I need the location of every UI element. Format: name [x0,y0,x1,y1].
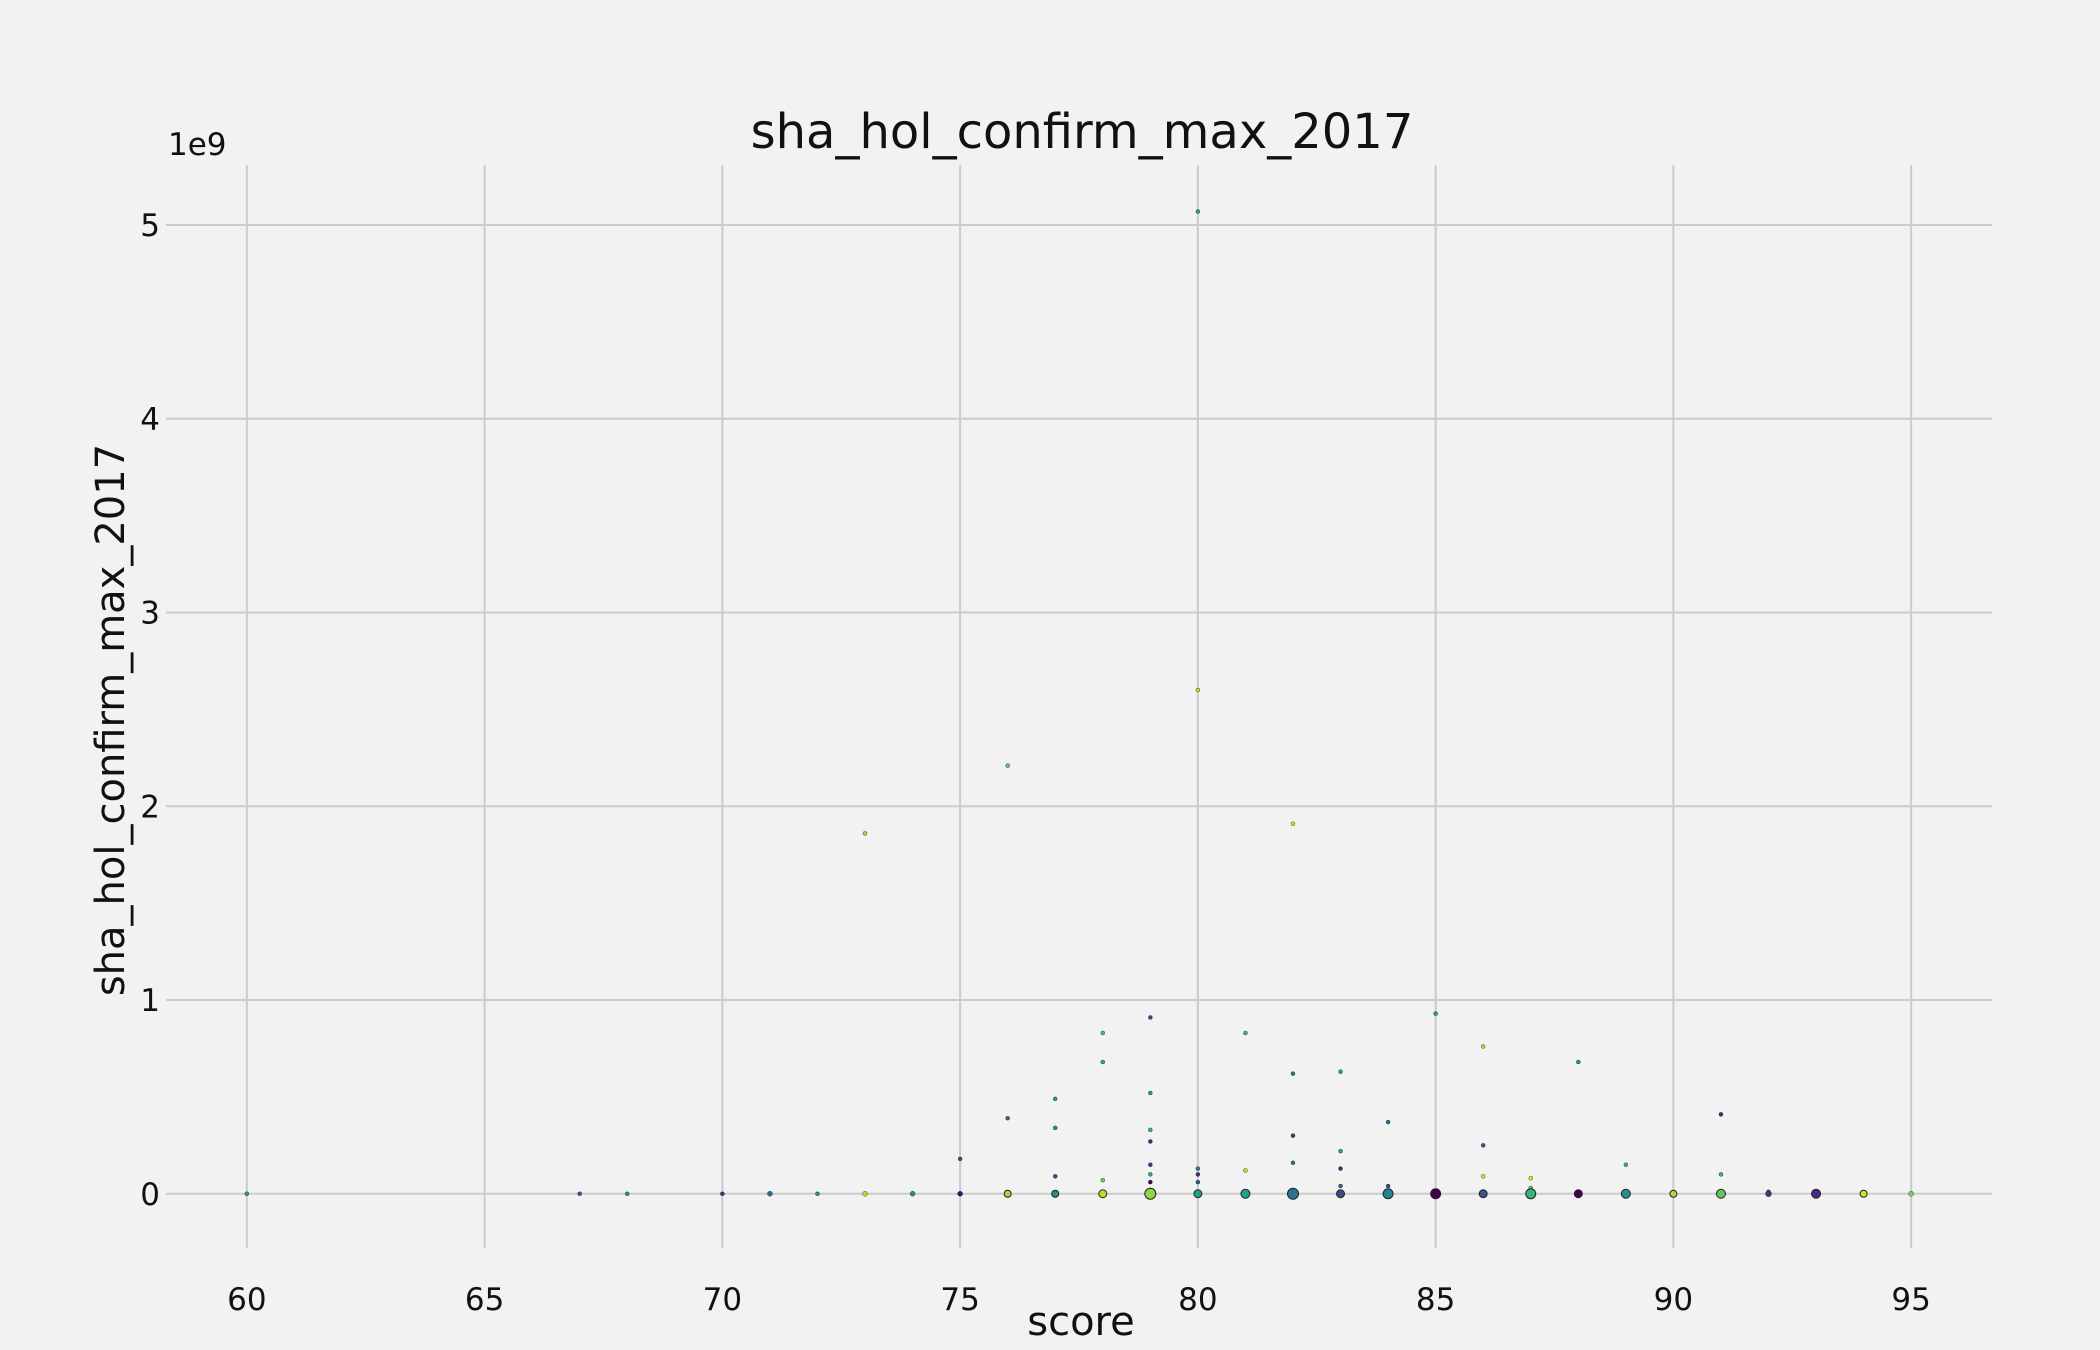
scatter-point [1144,1187,1157,1200]
x-tick-label: 80 [1178,1282,1217,1318]
scatter-point [862,1191,868,1197]
scatter-point [1718,1172,1724,1177]
scatter-point [1859,1189,1868,1198]
scatter-point [1669,1189,1678,1198]
scatter-point [1765,1190,1772,1197]
scatter-point [1433,1011,1438,1016]
scatter-point [1195,209,1201,214]
scatter-point [1715,1188,1726,1199]
scatter-point [1620,1188,1631,1199]
scatter-point [957,1191,963,1197]
scatter-point [862,831,868,836]
scatter-point [244,1191,250,1196]
x-tick-label: 65 [465,1282,504,1318]
x-tick-labels: 60 65 70 75 80 85 90 95 [227,1282,1931,1318]
scatter-point [1286,1187,1299,1200]
scatter-point [1718,1112,1724,1117]
scatter-point [1908,1191,1914,1197]
x-tick-label: 75 [940,1282,979,1318]
scatter-point [1195,1172,1201,1177]
scatter-point [1053,1096,1058,1102]
scatter-point [1193,1189,1203,1199]
scatter-point [1053,1125,1058,1131]
scatter-point [625,1191,630,1196]
scatter-point [1148,1127,1153,1133]
scatter-point [1243,1168,1248,1173]
scatter-point [1053,1174,1058,1179]
y-tick-label: 2 [140,789,160,825]
y-tick-label: 0 [140,1177,160,1213]
scatter-point [1148,1090,1153,1096]
scatter-point [1051,1189,1060,1198]
scatter-point [1240,1188,1251,1199]
x-axis-label: score [1027,1299,1134,1345]
scatter-point [1525,1188,1537,1200]
chart-title: sha_hol_confirm_max_2017 [751,104,1414,160]
scatter-point [1003,1189,1012,1198]
y-tick-label: 5 [140,208,160,244]
x-gridlines [245,165,1913,1248]
scatter-point [1195,1179,1201,1185]
scatter-point [1195,1166,1201,1171]
scatter-point [1290,1133,1296,1138]
y-gridlines [166,224,1992,1195]
scatter-point [1576,1059,1581,1065]
scatter-point [1338,1148,1343,1154]
x-tick-label: 70 [703,1282,742,1318]
scatter-point [1148,1139,1153,1144]
scatter-point [1385,1119,1391,1125]
scatter-point [720,1191,725,1196]
x-tick-label: 60 [227,1282,266,1318]
scatter-point [1382,1188,1394,1200]
scatter-point [1148,1162,1153,1167]
scatter-point [577,1191,582,1196]
scatter-point [1148,1179,1153,1185]
scatter-point [1528,1176,1533,1181]
scatter-point [1338,1069,1343,1074]
scatter-point [1385,1183,1391,1189]
y-tick-label: 4 [140,402,160,438]
x-tick-label: 95 [1891,1282,1930,1318]
y-axis-label: sha_hol_confirm_max_2017 [88,444,134,996]
scatter-point [1005,763,1010,768]
y-tick-label: 1 [140,983,160,1019]
scatter-point [1005,1115,1010,1121]
scatter-point [1243,1030,1248,1036]
x-tick-label: 85 [1416,1282,1455,1318]
y-tick-label: 3 [140,596,160,632]
scatter-point [1336,1189,1346,1199]
x-tick-label: 90 [1654,1282,1693,1318]
scatter-point [1098,1189,1108,1199]
y-offset-label: 1e9 [168,127,227,163]
scatter-point [1573,1189,1583,1199]
scatter-point [1338,1166,1343,1171]
scatter-point [1100,1059,1105,1065]
scatter-point [1480,1174,1486,1179]
scatter-point [1480,1044,1486,1049]
scatter-point [1430,1188,1442,1200]
scatter-point [1290,1160,1296,1165]
data-points [244,209,1914,1200]
scatter-point [909,1191,916,1197]
scatter-point [1195,687,1201,693]
scatter-point [1478,1189,1488,1199]
scatter-point [1290,1071,1296,1076]
scatter-point [1100,1030,1105,1036]
scatter-point [815,1191,820,1196]
scatter-point [1290,821,1296,826]
scatter-point [1148,1015,1153,1020]
scatter-point [1480,1143,1486,1148]
scatter-point [1148,1172,1153,1177]
scatter-point [1100,1177,1105,1183]
scatter-point [957,1156,963,1162]
scatter-point [1623,1162,1629,1167]
scatter-point [1338,1183,1343,1189]
scatter-point [767,1191,773,1197]
y-tick-labels: 0 1 2 3 4 5 [140,208,160,1213]
scatter-point [1811,1188,1822,1199]
